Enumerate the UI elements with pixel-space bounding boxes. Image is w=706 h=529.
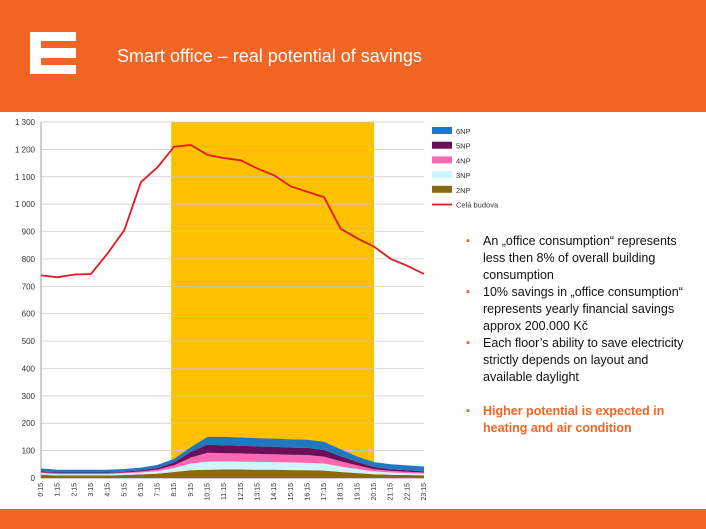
bullet-text: An „office consumption“ represents less … bbox=[483, 234, 677, 282]
y-tick-label: 700 bbox=[22, 282, 36, 291]
bullet-item-2: ▪ 10% savings in „office consumption“ rep… bbox=[466, 284, 696, 335]
x-tick-label: 11:15 bbox=[221, 483, 228, 500]
y-tick-label: 1 300 bbox=[15, 118, 36, 127]
x-tick-label: 20:15 bbox=[371, 483, 378, 501]
area-series-5np bbox=[41, 444, 424, 474]
x-tick-label: 22:15 bbox=[404, 483, 411, 501]
x-tick-label: 4:15 bbox=[105, 483, 112, 497]
x-tick-label: 0:15 bbox=[38, 483, 45, 497]
x-tick-label: 5:15 bbox=[121, 483, 128, 497]
x-tick-label: 3:15 bbox=[88, 483, 95, 497]
bullet-square-icon: ▪ bbox=[466, 405, 470, 417]
bullet-text: Each floor’s ability to save electricity… bbox=[483, 336, 684, 384]
y-tick-label: 100 bbox=[22, 447, 36, 456]
bullet-square-icon: ▪ bbox=[466, 286, 470, 298]
bullet-item-1: ▪ An „office consumption“ represents less… bbox=[466, 233, 696, 284]
y-tick-label: 1 000 bbox=[15, 200, 36, 209]
bullet-item-4: ▪ Higher potential is expected in heating… bbox=[466, 403, 696, 437]
x-tick-label: 8:15 bbox=[171, 483, 178, 497]
legend-label: 4NP bbox=[456, 156, 471, 165]
x-tick-label: 2:15 bbox=[71, 483, 78, 497]
legend-swatch bbox=[432, 156, 452, 164]
y-tick-label: 600 bbox=[22, 310, 36, 319]
y-tick-label: 0 bbox=[31, 474, 36, 483]
x-tick-label: 7:15 bbox=[155, 483, 162, 497]
legend-swatch bbox=[432, 141, 452, 149]
footer-bar bbox=[0, 509, 706, 529]
x-tick-label: 10:15 bbox=[205, 483, 212, 501]
x-tick-label: 9:15 bbox=[188, 483, 195, 497]
legend-swatch bbox=[432, 185, 452, 193]
header-bar: Smart office – real potential of savings bbox=[0, 0, 706, 112]
x-tick-label: 12:15 bbox=[238, 483, 245, 501]
x-tick-label: 1:15 bbox=[55, 483, 62, 497]
area-series-4np bbox=[41, 452, 424, 475]
y-tick-label: 1 100 bbox=[15, 173, 36, 182]
line-series-total bbox=[40, 144, 425, 279]
x-tick-label: 13:15 bbox=[255, 483, 262, 501]
y-tick-label: 500 bbox=[22, 337, 36, 346]
legend-label: 2NP bbox=[456, 186, 471, 195]
area-series-6np bbox=[41, 436, 424, 473]
legend-swatch bbox=[432, 127, 452, 134]
bullet-item-3: ▪ Each floor’s ability to save electricit… bbox=[466, 335, 696, 386]
bullet-square-icon: ▪ bbox=[466, 235, 470, 247]
legend-label: Celá budova bbox=[456, 201, 499, 210]
x-tick-label: 17:15 bbox=[321, 483, 328, 501]
y-tick-label: 200 bbox=[22, 419, 36, 428]
cez-logo-icon bbox=[30, 32, 76, 74]
y-tick-label: 1 200 bbox=[15, 145, 36, 154]
x-tick-label: 23:15 bbox=[421, 483, 428, 501]
consumption-chart: 0 100 200 300 400 500 600 700 800 900 1 000 1 100 1 … bbox=[15, 118, 499, 501]
y-tick-label: 800 bbox=[22, 255, 36, 264]
bullet-list: ▪ An „office consumption“ represents less… bbox=[466, 233, 696, 437]
x-tick-label: 18:15 bbox=[338, 483, 345, 501]
page-title: Smart office – real potential of savings bbox=[117, 46, 422, 66]
bullet-square-icon: ▪ bbox=[466, 337, 470, 349]
x-tick-label: 21:15 bbox=[388, 483, 395, 501]
y-tick-label: 300 bbox=[22, 392, 36, 401]
x-tick-label: 19:15 bbox=[354, 483, 361, 501]
y-tick-label: 400 bbox=[22, 364, 36, 373]
x-tick-label: 6:15 bbox=[138, 483, 145, 497]
x-tick-label: 14:15 bbox=[271, 483, 278, 501]
x-tick-label: 16:15 bbox=[304, 483, 311, 501]
legend-swatch bbox=[432, 171, 452, 179]
legend-label: 5NP bbox=[456, 142, 471, 151]
x-tick-label: 15:15 bbox=[288, 483, 295, 501]
y-tick-label: 900 bbox=[22, 228, 36, 237]
legend-label: 6NP bbox=[456, 127, 471, 136]
area-series-2np bbox=[41, 469, 424, 478]
legend-label: 3NP bbox=[456, 171, 471, 180]
bullet-text: 10% savings in „office consumption“ repr… bbox=[483, 285, 683, 333]
highlight-band bbox=[171, 122, 375, 478]
area-series-3np bbox=[41, 461, 424, 476]
bullet-text: Higher potential is expected in heating … bbox=[483, 404, 665, 435]
